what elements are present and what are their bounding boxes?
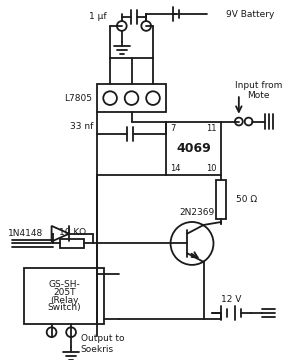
Bar	[24, 268, 104, 324]
Text: 205T: 205T	[53, 288, 76, 297]
Text: 12 V: 12 V	[221, 294, 241, 304]
Circle shape	[235, 118, 243, 126]
Text: 1 μf: 1 μf	[88, 12, 106, 21]
Polygon shape	[52, 226, 69, 241]
Text: 33 nf: 33 nf	[70, 122, 94, 131]
Bar	[98, 84, 166, 112]
Text: Input from
Mote: Input from Mote	[235, 80, 282, 100]
Text: 10: 10	[206, 164, 216, 173]
Text: Output to
Soekris: Output to Soekris	[81, 334, 124, 353]
Text: 9V Battery: 9V Battery	[226, 10, 274, 19]
Text: 7: 7	[171, 124, 176, 133]
Text: GS-SH-: GS-SH-	[48, 280, 80, 289]
Circle shape	[125, 91, 138, 105]
Circle shape	[146, 91, 160, 105]
Bar	[60, 238, 84, 248]
Text: 11: 11	[206, 124, 216, 133]
Circle shape	[103, 91, 117, 105]
Bar	[216, 180, 226, 219]
Circle shape	[141, 21, 151, 31]
Circle shape	[47, 327, 56, 337]
Text: (Relay: (Relay	[50, 296, 79, 305]
Circle shape	[117, 21, 127, 31]
Circle shape	[66, 327, 76, 337]
Text: Switch): Switch)	[47, 303, 81, 312]
Bar	[166, 122, 221, 175]
Text: 50 Ω: 50 Ω	[236, 195, 257, 204]
Circle shape	[171, 222, 214, 265]
Text: 14: 14	[171, 164, 181, 173]
Text: 10 KΩ: 10 KΩ	[58, 228, 85, 237]
Circle shape	[245, 118, 253, 126]
Text: 4069: 4069	[176, 142, 211, 155]
Text: 2N2369: 2N2369	[179, 208, 214, 217]
Text: 1N4148: 1N4148	[8, 229, 43, 238]
Text: L7805: L7805	[64, 94, 92, 103]
